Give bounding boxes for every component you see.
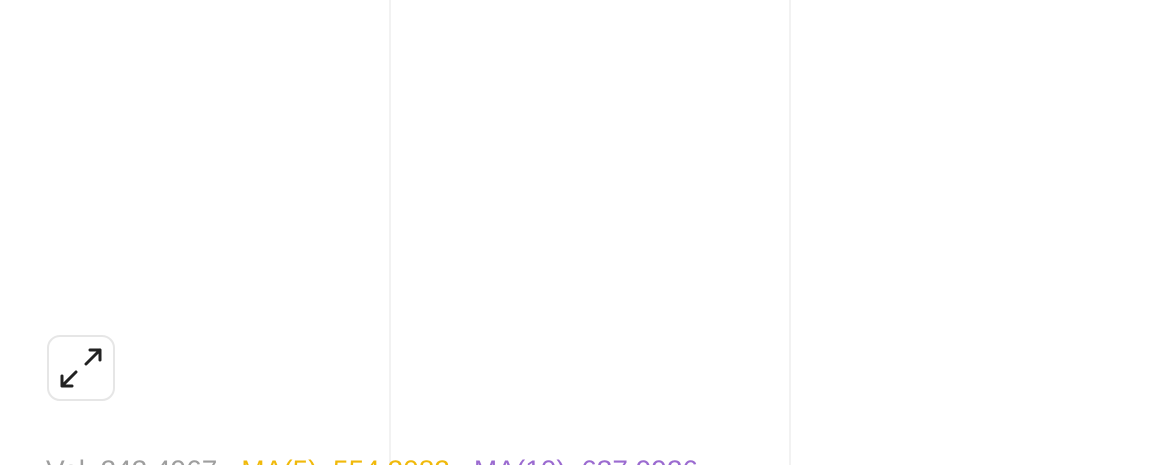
expand-button-frame[interactable]	[47, 335, 115, 401]
indicator-legend-entry: MA(5): 554.2082	[241, 454, 450, 465]
expand-button[interactable]	[47, 335, 115, 401]
indicator-legend-entry: Vol: 242.4967	[46, 454, 217, 465]
grid	[389, 0, 791, 465]
indicator-legend-entry: MA(10): 637.9926	[474, 454, 698, 465]
expand-icon[interactable]	[60, 348, 102, 388]
indicator-legend: Vol: 242.4967 MA(5): 554.2082 MA(10): 637.…	[46, 454, 698, 465]
